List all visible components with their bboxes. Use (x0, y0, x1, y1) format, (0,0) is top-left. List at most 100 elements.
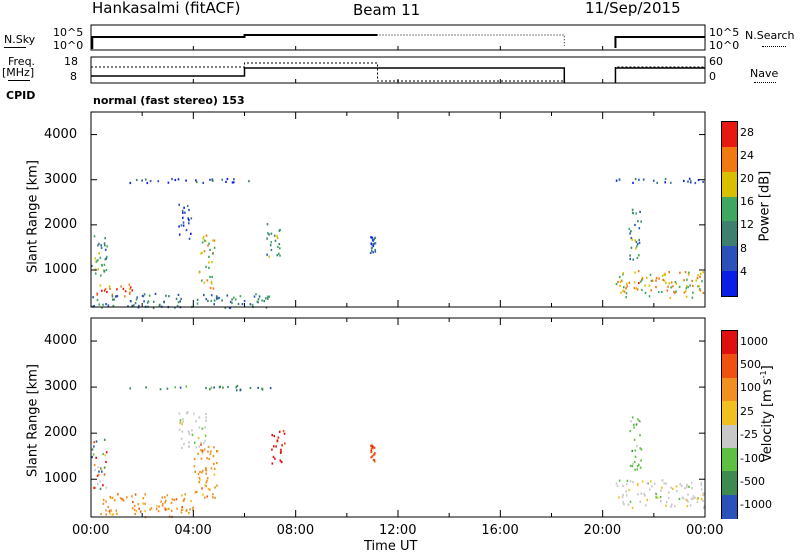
power-data-cell (98, 242, 100, 245)
power-data-cell (210, 282, 213, 285)
power-data-cell (243, 299, 246, 303)
power-data-cell (103, 289, 106, 292)
vel-data-cell (203, 448, 206, 451)
power-data-cell (634, 223, 636, 227)
vel-data-cell (188, 512, 190, 515)
vel-data-cell (99, 487, 102, 490)
power-data-cell (696, 277, 699, 280)
vel-data-cell (272, 455, 275, 458)
cpid-label: CPID (6, 89, 36, 102)
vel-data-cell (179, 386, 182, 389)
vel-data-cell (105, 486, 108, 489)
power-data-cell (374, 236, 377, 239)
vel-data-cell (278, 430, 281, 433)
vel-data-cell (133, 508, 136, 511)
vel-data-cell (202, 442, 205, 445)
vel-data-cell (370, 444, 372, 448)
vel-data-cell (91, 448, 94, 451)
power-data-cell (626, 285, 628, 288)
power-data-cell (143, 300, 145, 303)
nsky-underline (4, 47, 26, 48)
vel-data-cell (210, 450, 212, 453)
vel-data-cell (271, 448, 273, 451)
vel-data-cell (113, 499, 116, 502)
time-tick-label: 12:00 (379, 523, 417, 538)
power-data-cell (699, 275, 701, 278)
power-data-cell (618, 276, 621, 279)
power-data-cell (128, 292, 131, 295)
vel-data-cell (370, 450, 372, 454)
vel-data-cell (134, 493, 137, 496)
vel-data-cell (190, 500, 192, 503)
nave-series-line-2 (614, 66, 705, 81)
vel-data-cell (175, 498, 178, 501)
power-data-cell (625, 282, 628, 285)
power-data-cell (372, 251, 374, 254)
power-data-cell (625, 292, 628, 295)
vel-data-cell (193, 465, 196, 468)
freq-tick-high: 18 (64, 55, 78, 68)
vel-data-cell (625, 490, 627, 493)
power-data-cell (182, 221, 185, 224)
power-data-cell (229, 306, 232, 309)
power-data-cell (215, 295, 218, 298)
power-data-cell (209, 286, 212, 290)
vel-data-cell (166, 508, 168, 511)
power-data-cell (658, 277, 660, 280)
vel-data-cell (216, 450, 218, 453)
vel-data-cell (656, 496, 659, 499)
power-data-cell (675, 290, 677, 293)
vel-data-cell (213, 462, 215, 465)
power-data-cell (174, 306, 176, 309)
beam-label: Beam 11 (353, 1, 421, 19)
power-data-cell (104, 237, 106, 240)
vel-data-cell (216, 450, 219, 453)
vel-data-cell (682, 497, 685, 500)
vel-data-cell (183, 442, 185, 446)
power-data-cell (186, 204, 189, 208)
power-data-cell (103, 242, 106, 245)
vel-data-cell (636, 483, 639, 486)
nsky-series-line-2 (614, 36, 705, 48)
power-data-cell (106, 290, 108, 294)
vel-data-cell (205, 412, 207, 416)
power-ylabel: Slant Range [km] (25, 160, 41, 273)
vel-data-cell (200, 449, 202, 452)
vel-data-cell (271, 434, 273, 437)
power-data-cell (629, 257, 631, 261)
vel-data-cell (206, 495, 209, 498)
vel-data-cell (633, 426, 635, 429)
vel-colorbar-swatch (722, 354, 737, 379)
power-data-cell (207, 299, 209, 303)
power-data-cell (202, 235, 205, 238)
power-data-cell (178, 233, 181, 236)
time-tick-label: 20:00 (583, 523, 622, 538)
power-data-cell (94, 257, 97, 260)
power-data-cell (198, 271, 201, 274)
power-data-cell (679, 271, 681, 274)
vel-data-cell (204, 496, 206, 499)
power-data-cell (628, 227, 631, 230)
vel-data-cell (692, 495, 695, 498)
power-data-cell (141, 179, 143, 182)
power-data-cell (667, 285, 669, 288)
vel-data-cell (373, 446, 376, 449)
power-data-cell (96, 259, 99, 262)
vel-data-cell (167, 507, 170, 510)
power-data-cell (116, 295, 119, 298)
power-data-cell (691, 279, 693, 282)
vel-colorbar-swatch (722, 377, 737, 402)
power-data-cell (178, 225, 180, 228)
power-data-cell (638, 281, 640, 285)
vel-data-cell (188, 430, 190, 433)
power-data-cell (695, 279, 698, 282)
power-data-cell (636, 243, 639, 246)
vel-data-cell (688, 485, 690, 488)
power-data-cell (640, 220, 642, 223)
power-data-cell (231, 181, 234, 184)
power-data-cell (641, 279, 643, 282)
power-data-cell (109, 287, 111, 290)
power-data-cell (203, 281, 206, 284)
vel-data-cell (687, 500, 689, 503)
power-data-cell (98, 252, 100, 255)
